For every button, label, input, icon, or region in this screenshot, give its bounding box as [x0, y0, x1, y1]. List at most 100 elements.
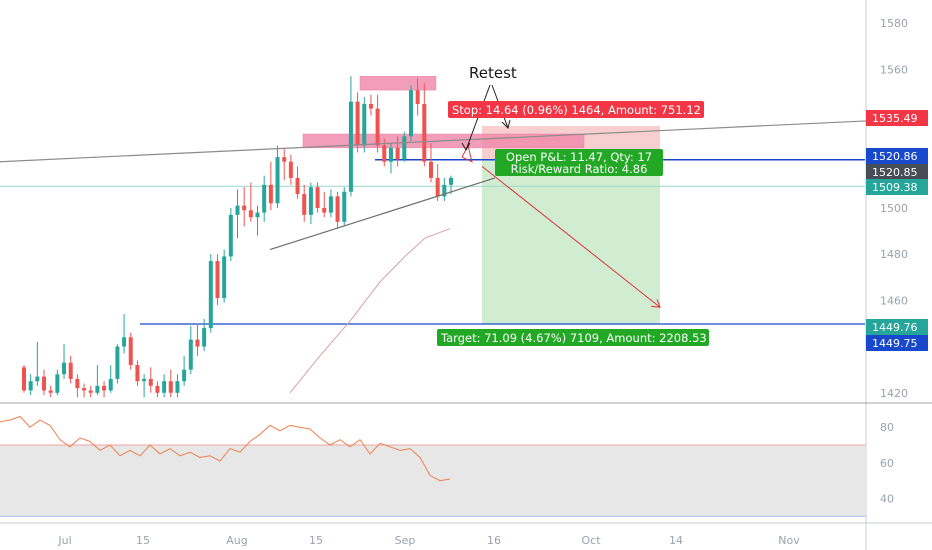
candle-body: [408, 90, 413, 137]
candle-body: [222, 256, 227, 299]
candle-body: [262, 184, 267, 213]
rsi-line: [0, 415, 451, 482]
candle-body: [182, 369, 187, 382]
time-tick-label: 15: [309, 534, 323, 547]
time-tick-label: Jul: [57, 534, 71, 547]
annotation-text: Retest: [469, 64, 517, 82]
candle-body: [228, 214, 233, 257]
rsi-tick-label: 60: [880, 457, 894, 470]
target-label-group: Target: 71.09 (4.67%) 7109, Amount: 2208…: [437, 329, 709, 346]
candle-body: [255, 212, 260, 218]
candle-body: [95, 385, 100, 393]
price-tag-label: 1449.76: [872, 321, 918, 334]
candle-body: [435, 177, 440, 197]
candle-body: [168, 381, 173, 393]
price-tag-bg: [866, 319, 928, 335]
price-tag-label: 1520.86: [872, 150, 918, 163]
rr-label: Risk/Reward Ratio: 4.86: [511, 162, 648, 176]
candle-body: [428, 161, 433, 178]
candle-body: [368, 103, 373, 109]
candle-body: [442, 184, 447, 197]
price-tick-label: 1480: [880, 248, 908, 261]
candle-body: [128, 337, 133, 366]
price-tags: 1535.49 1520.86 1520.85 1509.38 1449.76 1449.…: [866, 110, 928, 351]
candle-body: [235, 205, 240, 215]
candle-body: [395, 147, 400, 160]
price-tag-bg: [866, 148, 928, 164]
candle-body: [148, 378, 153, 386]
time-axis: Jul 15 Aug 15 Sep 16 Oct 14 Nov: [57, 534, 800, 547]
candle-body: [422, 103, 427, 162]
candle-body: [308, 187, 313, 215]
price-tag-bg: [866, 179, 928, 195]
projection-arrow-head: [650, 299, 661, 308]
candle-body: [375, 108, 380, 146]
candle-body: [48, 390, 53, 393]
annotation-arrow-left-head: [461, 142, 471, 152]
candle-body: [175, 381, 180, 393]
candle-body: [248, 210, 253, 218]
price-tag-label: 1509.38: [872, 181, 918, 194]
candle-body: [215, 261, 220, 299]
pnl-label: Open P&L: 11.47, Qty: 17: [506, 150, 652, 164]
rsi-pane: 80 60 40: [0, 415, 894, 517]
time-tick-label: 14: [669, 534, 683, 547]
candle-body: [68, 362, 73, 379]
candle-body: [342, 191, 347, 222]
price-tick-label: 1500: [880, 202, 908, 215]
candle-body: [282, 157, 287, 162]
candle-body: [335, 196, 340, 222]
moving-average-line: [289, 228, 451, 394]
candle-body: [208, 261, 213, 329]
candle-body: [188, 339, 193, 370]
candle-body: [322, 207, 327, 213]
candle-body: [55, 374, 60, 393]
candle-body: [88, 390, 93, 393]
candle-body: [402, 136, 407, 160]
stop-label-group: Stop: 14.64 (0.96%) 1464, Amount: 751.12: [448, 101, 704, 118]
target-label-bg: [437, 329, 709, 346]
candle-body: [202, 328, 207, 347]
retest-arrow: [461, 144, 473, 163]
time-tick-label: Aug: [226, 534, 247, 547]
price-tag-bg: [866, 335, 928, 351]
candles-layer: [22, 76, 453, 398]
stop-label: Stop: 14.64 (0.96%) 1464, Amount: 751.12: [452, 103, 701, 117]
candle-body: [315, 187, 320, 208]
candle-body: [155, 385, 160, 393]
candle-body: [75, 378, 80, 389]
candle-body: [28, 381, 33, 391]
candle-body: [355, 101, 360, 146]
candle-body: [82, 388, 87, 391]
candle-body: [195, 339, 200, 347]
pnl-label-bg: [495, 149, 663, 176]
candle-body: [348, 101, 353, 192]
price-tick-label: 1580: [880, 17, 908, 30]
price-tick-label: 1560: [880, 63, 908, 76]
annotation-arrow-right-head: [501, 119, 511, 129]
projection-arrow: [481, 165, 661, 308]
candle-body: [449, 177, 453, 185]
candle-body: [382, 145, 387, 162]
candle-body: [162, 381, 167, 393]
candle-body: [295, 177, 300, 195]
upper-zone: [359, 75, 437, 91]
stop-label-bg: [448, 101, 704, 118]
candle-body: [62, 362, 67, 375]
candle-body: [142, 378, 147, 382]
time-tick-label: 15: [136, 534, 150, 547]
candle-body: [102, 385, 107, 391]
time-tick-label: Nov: [778, 534, 800, 547]
price-tag-bg: [866, 110, 928, 126]
price-tag-label: 1535.49: [872, 112, 918, 125]
lower-trendline: [269, 177, 496, 251]
price-tick-label: 1460: [880, 294, 908, 307]
price-tick-label: 1420: [880, 387, 908, 400]
candle-body: [388, 147, 393, 162]
candle-body: [288, 161, 293, 178]
price-tag-bg: [866, 164, 928, 180]
candle-body: [115, 346, 120, 379]
candle-body: [122, 337, 127, 347]
